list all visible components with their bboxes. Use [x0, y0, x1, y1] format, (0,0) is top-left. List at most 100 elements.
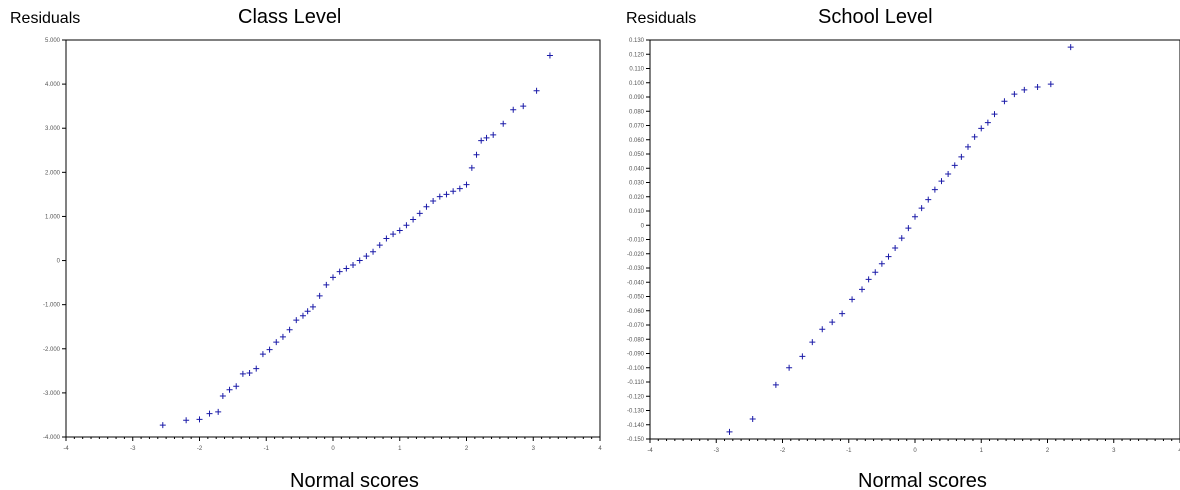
- x-tick-label-school: -2: [780, 448, 786, 454]
- y-tick-label-school: 0.060: [629, 138, 645, 144]
- y-tick-label-school: 0.050: [629, 152, 645, 158]
- data-point-class: [215, 408, 222, 415]
- y-tick-label-class: 3.000: [45, 126, 61, 132]
- data-point-class: [483, 134, 490, 141]
- data-point-school: [872, 269, 879, 276]
- x-tick-label-class: -1: [264, 446, 270, 452]
- y-tick-label-school: 0.090: [629, 95, 645, 101]
- data-point-school: [809, 339, 816, 346]
- data-point-class: [206, 410, 213, 417]
- data-point-class: [520, 103, 527, 110]
- data-point-school: [971, 133, 978, 140]
- data-point-school: [951, 162, 958, 169]
- y-tick-label-school: 0.020: [629, 195, 645, 201]
- y-tick-label-school: 0.030: [629, 181, 645, 187]
- x-tick-label-class: 4: [598, 446, 602, 452]
- data-point-school: [898, 235, 905, 242]
- y-tick-label-class: 5.000: [45, 38, 61, 44]
- chart-title-class: Class Level: [238, 6, 341, 28]
- data-point-school: [749, 416, 756, 423]
- data-point-school: [799, 353, 806, 360]
- x-axis-label-school: Normal scores: [858, 470, 987, 490]
- data-point-class: [478, 137, 485, 144]
- x-tick-label-school: -4: [647, 448, 653, 454]
- data-point-school: [945, 170, 952, 177]
- data-point-class: [510, 106, 517, 113]
- y-tick-label-school: 0.110: [629, 67, 644, 73]
- y-tick-label-school: 0: [641, 223, 645, 229]
- data-point-school: [918, 205, 925, 212]
- y-axis-label-school: Residuals: [626, 10, 696, 27]
- data-point-class: [293, 317, 300, 324]
- x-tick-label-class: 1: [398, 446, 402, 452]
- data-point-class: [356, 257, 363, 264]
- data-point-school: [905, 225, 912, 232]
- y-tick-label-school: -0.020: [627, 252, 645, 258]
- data-point-class: [253, 365, 260, 372]
- data-point-school: [965, 143, 971, 150]
- y-tick-label-school: 0.100: [629, 81, 645, 87]
- y-tick-label-class: 0: [57, 259, 61, 265]
- x-tick-label-class: -2: [197, 446, 203, 452]
- y-tick-label-school: -0.060: [627, 309, 645, 315]
- data-point-school: [786, 364, 793, 371]
- data-point-class: [239, 370, 246, 377]
- data-point-school: [1034, 84, 1041, 91]
- data-point-class: [259, 351, 266, 358]
- data-point-class: [463, 181, 470, 188]
- y-tick-label-school: -0.030: [627, 266, 645, 272]
- data-point-class: [183, 417, 190, 424]
- y-axis-label-class: Residuals: [10, 10, 80, 27]
- data-point-school: [978, 125, 985, 132]
- y-tick-label-school: 0.010: [629, 209, 645, 215]
- x-tick-label-class: 3: [532, 446, 536, 452]
- y-tick-label-school: -0.070: [627, 323, 645, 329]
- chart-marks: -4 -3 -2 -1 0 1 2 3 4 -4.000 -3.000 -2.000 -1.000 0 1.…: [43, 38, 1180, 454]
- data-point-school: [849, 296, 856, 303]
- data-point-class: [304, 308, 311, 315]
- data-point-class: [273, 339, 280, 346]
- data-point-class: [376, 242, 383, 249]
- data-point-class: [299, 312, 306, 319]
- data-point-class: [246, 370, 253, 377]
- data-point-school: [1011, 91, 1018, 98]
- data-point-school: [1067, 44, 1074, 51]
- y-tick-label-school: 0.040: [629, 166, 645, 172]
- data-point-class: [219, 392, 226, 399]
- data-point-class: [286, 326, 293, 333]
- x-tick-label-school: 1: [980, 448, 984, 454]
- y-tick-label-school: -0.110: [627, 380, 644, 386]
- data-point-school: [878, 260, 885, 267]
- y-tick-label-class: 1.000: [45, 214, 61, 220]
- plot-frame-school: [649, 39, 1180, 440]
- data-point-class: [473, 151, 480, 158]
- y-tick-label-school: -0.010: [627, 238, 645, 244]
- data-point-class: [226, 386, 233, 393]
- data-point-school: [912, 213, 918, 220]
- data-point-class: [410, 216, 417, 223]
- y-tick-label-school: -0.150: [627, 437, 645, 443]
- data-point-class: [336, 268, 343, 275]
- data-point-school: [984, 119, 991, 126]
- data-point-school: [726, 428, 733, 435]
- data-point-class: [350, 261, 357, 268]
- y-tick-label-school: -0.040: [627, 280, 645, 286]
- data-point-class: [403, 222, 410, 229]
- y-tick-label-school: -0.090: [627, 352, 645, 358]
- x-tick-label-school: -3: [714, 448, 720, 454]
- y-tick-label-school: -0.050: [627, 295, 645, 301]
- y-tick-label-school: -0.100: [627, 366, 645, 372]
- x-tick-label-school: 4: [1178, 448, 1180, 454]
- data-point-class: [279, 333, 286, 340]
- data-point-class: [416, 210, 423, 217]
- data-point-class: [266, 346, 273, 353]
- plot-frame-class: [65, 39, 601, 438]
- data-point-class: [500, 120, 507, 127]
- data-point-school: [892, 245, 899, 252]
- data-point-school: [865, 276, 872, 283]
- data-point-class: [323, 281, 330, 288]
- data-point-class: [309, 303, 316, 310]
- data-point-class: [423, 203, 430, 210]
- data-point-class: [443, 191, 450, 198]
